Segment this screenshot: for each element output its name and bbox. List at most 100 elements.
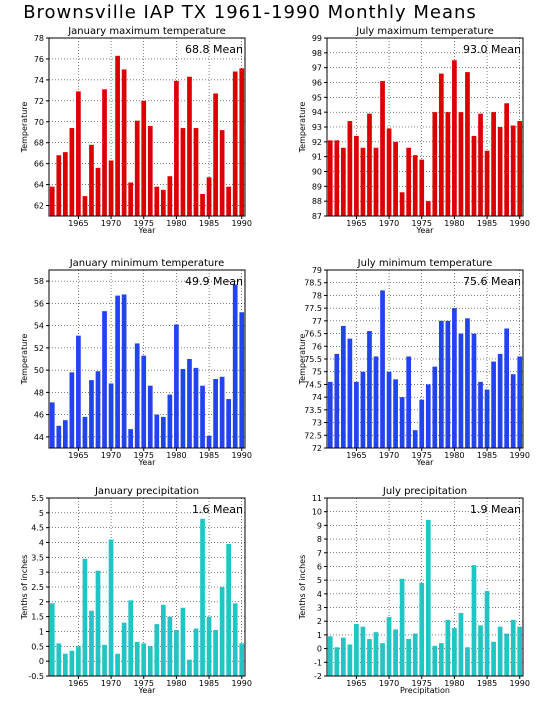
chart-5-xtick-label: 1980: [444, 679, 464, 688]
chart-5-bar-1985: [484, 591, 490, 676]
chart-2-mean-label: 49.9 Mean: [185, 275, 243, 288]
chart-1-bar-1988: [504, 103, 510, 216]
chart-0-bar-1964: [69, 128, 75, 216]
chart-1-bar-1990: [517, 121, 523, 216]
chart-0-ytick-label: 78: [34, 34, 44, 43]
chart-5-bar-1967: [367, 639, 372, 676]
chart-5-bar-1969: [380, 643, 385, 676]
chart-0-bar-1974: [134, 120, 140, 216]
page-title: Brownsville IAP TX 1961-1990 Monthly Mea…: [23, 2, 477, 23]
chart-4-bar-1963: [62, 653, 68, 676]
chart-3-xtick-label: 1965: [346, 451, 366, 460]
chart-3-bar-1986: [491, 361, 496, 448]
chart-1-bar-1982: [465, 72, 470, 216]
chart-4-ytick-label: 0: [39, 657, 44, 666]
chart-4-ytick-label: 2.5: [31, 583, 44, 592]
chart-5-bar-1961: [327, 636, 333, 676]
chart-5-bar-1977: [432, 645, 438, 676]
chart-1-ytick-label: 92: [312, 138, 322, 147]
chart-4-bar-1979: [167, 616, 173, 676]
chart-1-bar-1973: [406, 147, 412, 216]
chart-1-ytick-label: 91: [312, 153, 322, 162]
chart-5-bar-1973: [406, 639, 412, 676]
chart-1-ylabel: Temperature: [298, 102, 307, 154]
chart-2-xtick-label: 1980: [166, 451, 186, 460]
chart-0-bar-1982: [187, 76, 192, 216]
chart-5-bar-1983: [471, 565, 477, 676]
chart-4-xlabel: Year: [138, 686, 157, 695]
chart-2-bar-1976: [147, 385, 153, 448]
chart-0-ytick-label: 62: [34, 202, 44, 211]
chart-0-bar-1962: [56, 155, 62, 216]
chart-3-ytick-label: 72: [312, 444, 322, 453]
chart-5-xtick-label: 1965: [346, 679, 366, 688]
chart-3-bar-1987: [497, 353, 503, 448]
chart-5-title: July precipitation: [382, 486, 467, 497]
chart-3-bar-1969: [380, 290, 385, 448]
chart-3-xtick-label: 1980: [444, 451, 464, 460]
chart-5-ytick-label: 7: [317, 549, 322, 558]
chart-4-ytick-label: 5.5: [31, 494, 44, 503]
chart-1-xtick-label: 1985: [477, 219, 497, 228]
chart-4-bar-1989: [232, 603, 238, 676]
chart-5-bar-1968: [373, 632, 379, 676]
chart-1-ytick-label: 95: [312, 93, 322, 102]
chart-3-bar-1966: [360, 371, 366, 448]
chart-0-ytick-label: 66: [34, 160, 44, 169]
chart-0-bar-1985: [206, 177, 212, 216]
chart-0-bar-1966: [82, 196, 88, 216]
chart-2-bar-1965: [76, 335, 81, 448]
chart-5-bar-1972: [399, 578, 405, 676]
chart-4-xtick-label: 1980: [166, 679, 186, 688]
chart-1-bar-1977: [432, 112, 438, 216]
chart-0-ytick-label: 76: [34, 55, 44, 64]
chart-5-bar-1984: [478, 625, 483, 676]
chart-1-bar-1966: [360, 147, 366, 216]
chart-2-bar-1989: [232, 284, 238, 448]
chart-2-bar-1981: [180, 369, 186, 448]
chart-5-bar-1966: [360, 626, 366, 676]
chart-2-ytick-label: 46: [34, 411, 44, 420]
chart-0-bar-1984: [200, 194, 205, 216]
chart-2-frame: [48, 269, 246, 449]
chart-1-ytick-label: 90: [312, 168, 322, 177]
chart-1-bar-1989: [510, 125, 516, 216]
chart-2-bar-1961: [49, 402, 55, 448]
chart-4-ytick-label: 0.5: [31, 642, 44, 651]
chart-3-bar-1989: [510, 374, 516, 448]
chart-4-ylabel: Tenths of inches: [20, 555, 29, 621]
chart-4-bar-1962: [56, 643, 62, 676]
chart-1-bar-1985: [484, 150, 490, 216]
chart-5-bar-1989: [510, 619, 516, 676]
chart-4-bar-1980: [174, 630, 179, 676]
chart-5-bar-1974: [412, 633, 418, 676]
chart-0-xtick-label: 1975: [134, 219, 154, 228]
chart-4-bar-1983: [193, 628, 199, 676]
chart-4-xtick-label: 1970: [101, 679, 121, 688]
chart-0-ytick-label: 68: [34, 139, 44, 148]
chart-3-bar-1972: [399, 397, 405, 448]
chart-2-xtick-label: 1965: [68, 451, 88, 460]
chart-2-bar-1972: [121, 294, 127, 448]
chart-1-xtick-label: 1975: [412, 219, 432, 228]
chart-5-ytick-label: 0: [317, 645, 322, 654]
chart-5-bar-1987: [497, 626, 503, 676]
chart-2-bar-1982: [187, 359, 192, 448]
chart-2-bar-1980: [174, 324, 179, 448]
chart-0-xtick-label: 1980: [166, 219, 186, 228]
chart-3-bar-1968: [373, 356, 379, 448]
chart-3-xtick-label: 1990: [510, 451, 530, 460]
chart-4-bar-1968: [95, 570, 101, 676]
chart-5-bar-1978: [438, 643, 444, 676]
chart-4-bar-1964: [69, 650, 75, 676]
chart-1-ytick-label: 94: [312, 108, 322, 117]
chart-2-xtick-label: 1990: [232, 451, 252, 460]
chart-1-bar-1967: [367, 113, 372, 216]
chart-1-bar-1986: [491, 112, 496, 216]
chart-1-bar-1987: [497, 127, 503, 216]
chart-1-ytick-label: 89: [312, 182, 322, 191]
chart-3-ytick-label: 72.5: [304, 431, 322, 440]
chart-1-bar-1969: [380, 81, 385, 216]
chart-3-bar-1984: [478, 381, 483, 448]
chart-1-bar-1980: [452, 60, 457, 216]
